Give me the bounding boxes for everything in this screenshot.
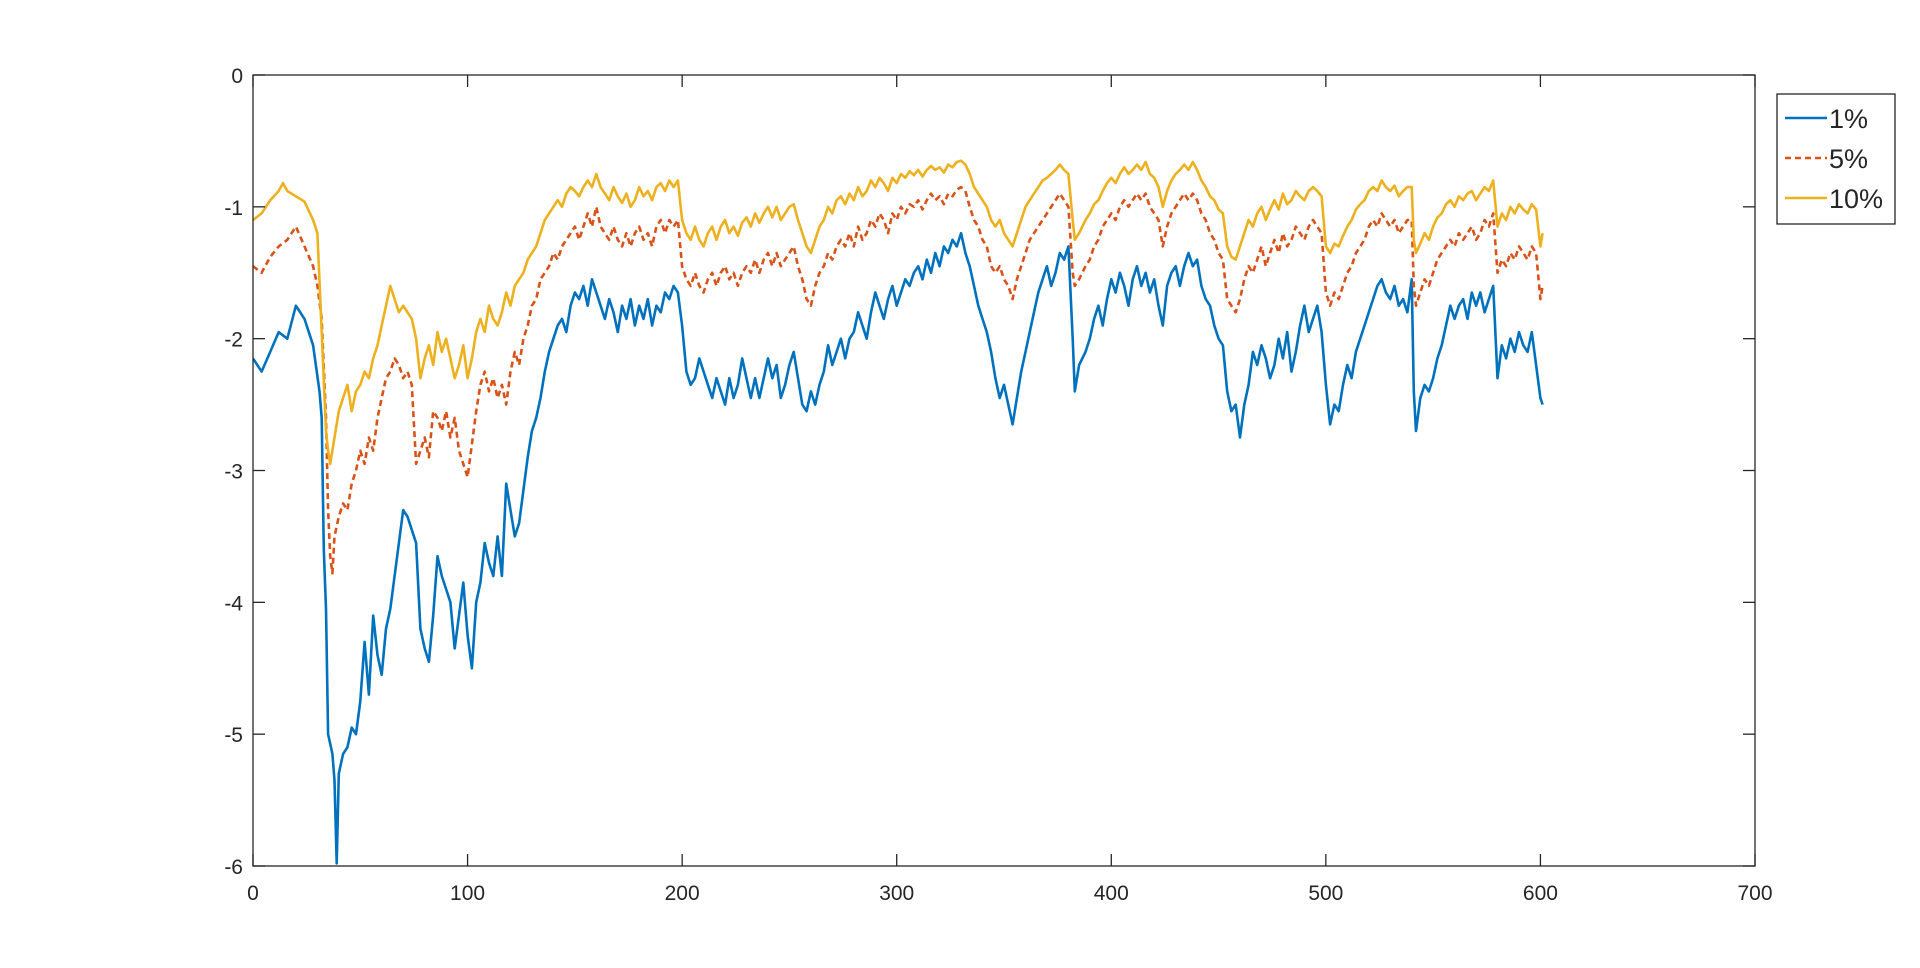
legend-label-2: 5% (1829, 144, 1868, 174)
x-tick-label: 0 (247, 882, 259, 905)
series-line-2 (253, 185, 1544, 575)
y-tick-label: -5 (224, 724, 243, 747)
y-tick-label: 0 (231, 65, 243, 88)
y-tick-label: -2 (224, 329, 243, 352)
y-tick-label: -6 (224, 856, 243, 879)
series-line-1 (253, 231, 1544, 865)
series-layer (253, 159, 1544, 865)
axes-layer: 0 100 200 300 400 500 600 700 -6 -5 -4 -3 -2 -1 0 (224, 65, 1772, 905)
series-line-3 (253, 159, 1544, 466)
y-tick-label: -1 (224, 197, 243, 220)
legend-label-3: 10% (1829, 184, 1883, 214)
x-tick-label: 400 (1094, 882, 1129, 905)
x-tick-label: 600 (1523, 882, 1558, 905)
x-tick-label: 300 (879, 882, 914, 905)
legend-label-1: 1% (1829, 104, 1868, 134)
plot-area (253, 75, 1755, 866)
y-tick-label: -3 (224, 461, 243, 484)
x-tick-label: 500 (1308, 882, 1343, 905)
x-tick-label: 100 (450, 882, 485, 905)
x-tick-label: 200 (665, 882, 700, 905)
legend: 1% 5% 10% (1776, 93, 1896, 225)
y-tick-label: -4 (224, 592, 243, 615)
x-tick-label: 700 (1737, 882, 1772, 905)
